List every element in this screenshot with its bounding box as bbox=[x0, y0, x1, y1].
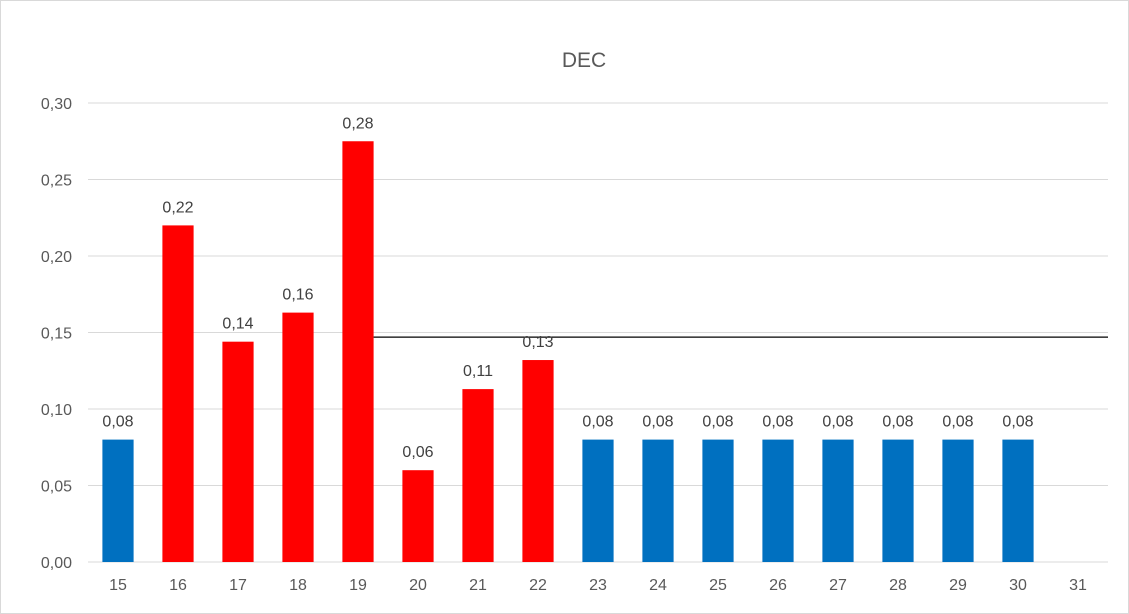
bar bbox=[222, 341, 254, 562]
x-tick-label: 21 bbox=[469, 577, 487, 594]
x-tick-label: 26 bbox=[769, 577, 787, 594]
y-tick-label: 0,05 bbox=[41, 479, 72, 496]
bar bbox=[162, 225, 194, 562]
y-tick-label: 0,15 bbox=[41, 326, 72, 343]
bar bbox=[402, 470, 434, 562]
data-label: 0,13 bbox=[522, 334, 553, 351]
bar bbox=[1002, 439, 1034, 562]
chart-title: DEC bbox=[562, 49, 606, 72]
x-tick-label: 29 bbox=[949, 577, 967, 594]
data-label: 0,08 bbox=[882, 414, 913, 431]
data-label: 0,08 bbox=[942, 414, 973, 431]
data-label: 0,14 bbox=[222, 316, 253, 333]
data-label: 0,08 bbox=[102, 414, 133, 431]
x-tick-label: 17 bbox=[229, 577, 247, 594]
y-tick-label: 0,00 bbox=[41, 555, 72, 572]
bar bbox=[942, 439, 974, 562]
y-tick-label: 0,20 bbox=[41, 249, 72, 266]
bar bbox=[282, 312, 314, 562]
x-tick-label: 20 bbox=[409, 577, 427, 594]
y-tick-label: 0,25 bbox=[41, 173, 72, 190]
data-label: 0,16 bbox=[282, 287, 313, 304]
x-tick-label: 18 bbox=[289, 577, 307, 594]
data-label: 0,06 bbox=[402, 444, 433, 461]
x-tick-label: 15 bbox=[109, 577, 127, 594]
x-tick-label: 30 bbox=[1009, 577, 1027, 594]
bar bbox=[702, 439, 734, 562]
data-label: 0,22 bbox=[162, 199, 193, 216]
y-tick-label: 0,10 bbox=[41, 402, 72, 419]
bars bbox=[102, 141, 1034, 562]
bar bbox=[462, 389, 494, 562]
bar bbox=[642, 439, 674, 562]
bar bbox=[882, 439, 914, 562]
bar bbox=[102, 439, 134, 562]
x-tick-label: 25 bbox=[709, 577, 727, 594]
data-labels: 0,08 0,22 0,14 0,16 0,28 0,06 0,11 0,13 0,08 0,08… bbox=[102, 115, 1033, 461]
x-tick-label: 24 bbox=[649, 577, 667, 594]
data-label: 0,08 bbox=[762, 414, 793, 431]
x-tick-label: 22 bbox=[529, 577, 547, 594]
x-tick-label: 23 bbox=[589, 577, 607, 594]
bar bbox=[822, 439, 854, 562]
data-label: 0,08 bbox=[1002, 414, 1033, 431]
x-tick-label: 28 bbox=[889, 577, 907, 594]
x-tick-label: 16 bbox=[169, 577, 187, 594]
data-label: 0,08 bbox=[582, 414, 613, 431]
bar bbox=[762, 439, 794, 562]
bar bbox=[522, 360, 554, 562]
data-label: 0,08 bbox=[702, 414, 733, 431]
x-tick-label: 31 bbox=[1069, 577, 1087, 594]
x-tick-label: 27 bbox=[829, 577, 847, 594]
x-axis-ticks: 15 16 17 18 19 20 21 22 23 24 25 26 27 28 29 30 31 bbox=[109, 577, 1087, 594]
data-label: 0,08 bbox=[642, 414, 673, 431]
data-label: 0,28 bbox=[342, 115, 373, 132]
bar bbox=[342, 141, 374, 562]
x-tick-label: 19 bbox=[349, 577, 367, 594]
gridlines bbox=[88, 102, 1108, 563]
y-axis-ticks: 0,00 0,05 0,10 0,15 0,20 0,25 0,30 bbox=[41, 96, 72, 572]
data-label: 0,08 bbox=[822, 414, 853, 431]
y-tick-label: 0,30 bbox=[41, 96, 72, 113]
data-label: 0,11 bbox=[463, 363, 493, 380]
bar bbox=[582, 439, 614, 562]
